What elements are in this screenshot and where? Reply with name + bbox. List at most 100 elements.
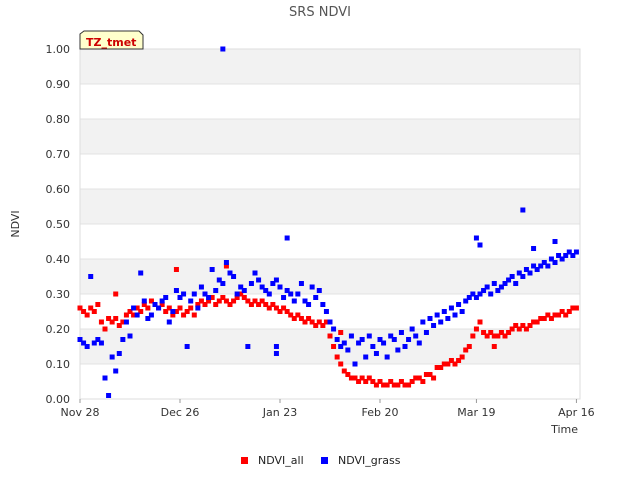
point-NDVI_all xyxy=(102,326,108,332)
point-NDVI_all xyxy=(173,267,179,272)
point-NDVI_grass xyxy=(281,295,287,300)
point-NDVI_all xyxy=(427,372,433,377)
point-NDVI_grass xyxy=(566,249,572,255)
point-NDVI_grass xyxy=(234,291,240,297)
point-NDVI_grass xyxy=(470,291,476,297)
point-NDVI_all xyxy=(231,298,237,304)
point-NDVI_all xyxy=(281,305,287,311)
point-NDVI_all xyxy=(527,323,533,328)
point-NDVI_grass xyxy=(366,333,372,339)
point-NDVI_all xyxy=(195,302,201,307)
point-NDVI_grass xyxy=(159,298,165,304)
plot-bands xyxy=(80,49,580,364)
point-NDVI_grass xyxy=(331,326,337,332)
point-NDVI_all xyxy=(498,330,504,335)
y-tick-label: 0.10 xyxy=(46,358,71,371)
point-NDVI_all xyxy=(341,368,347,374)
point-NDVI_grass xyxy=(206,295,212,300)
point-NDVI_grass xyxy=(541,260,547,265)
point-NDVI_all xyxy=(295,312,301,318)
point-NDVI_grass xyxy=(227,270,233,276)
point-NDVI_all xyxy=(206,298,212,304)
point-NDVI_grass xyxy=(302,298,308,304)
point-NDVI_all xyxy=(502,333,508,339)
point-NDVI_grass xyxy=(263,288,269,293)
point-NDVI_all xyxy=(338,361,344,367)
point-NDVI_grass xyxy=(81,340,87,346)
point-NDVI_grass xyxy=(348,333,354,339)
point-NDVI_grass xyxy=(191,291,197,297)
point-NDVI_all xyxy=(541,316,547,321)
point-NDVI_grass xyxy=(241,288,247,293)
y-tick-label: 0.40 xyxy=(46,253,71,266)
point-NDVI_all xyxy=(359,375,365,381)
series-NDVI_grass xyxy=(77,46,579,398)
point-NDVI_grass xyxy=(273,277,279,283)
point-NDVI_all xyxy=(273,305,279,311)
point-NDVI_all xyxy=(495,333,501,339)
point-NDVI_all xyxy=(127,309,133,314)
point-NDVI_all xyxy=(216,298,222,304)
point-NDVI_grass xyxy=(170,309,176,314)
point-NDVI_grass xyxy=(256,277,262,283)
point-NDVI_grass xyxy=(373,351,379,356)
legend-swatch-ndvi-grass xyxy=(321,457,328,464)
y-tick-label: 0.60 xyxy=(46,183,71,196)
point-NDVI_all xyxy=(306,316,312,321)
point-NDVI_grass xyxy=(127,333,133,339)
legend-swatch-ndvi-all xyxy=(241,457,248,464)
y-tick-label: 0.50 xyxy=(46,218,71,231)
point-NDVI_all xyxy=(545,312,551,318)
point-NDVI_grass xyxy=(545,263,551,269)
point-NDVI_all xyxy=(109,319,115,325)
point-NDVI_all xyxy=(345,372,351,377)
point-NDVI_all xyxy=(388,379,394,384)
point-NDVI_all xyxy=(309,319,315,325)
site-badge-label: TZ_tmet xyxy=(86,36,136,49)
point-NDVI_grass xyxy=(341,340,347,346)
point-NDVI_all xyxy=(377,379,383,384)
point-NDVI_grass xyxy=(563,253,569,258)
point-NDVI_grass xyxy=(216,277,222,283)
point-NDVI_all xyxy=(416,375,422,381)
point-NDVI_all xyxy=(177,305,183,311)
point-NDVI_grass xyxy=(113,368,119,374)
point-NDVI_all xyxy=(245,298,251,304)
point-NDVI_grass xyxy=(463,298,469,304)
point-NDVI_grass xyxy=(273,344,279,349)
point-NDVI_all xyxy=(459,354,465,360)
point-NDVI_all xyxy=(166,305,172,311)
point-NDVI_all xyxy=(313,323,319,328)
point-NDVI_grass xyxy=(288,291,294,297)
point-NDVI_grass xyxy=(123,319,129,325)
point-NDVI_all xyxy=(131,312,137,318)
plot-band xyxy=(80,49,580,84)
point-NDVI_grass xyxy=(309,284,315,290)
point-NDVI_grass xyxy=(209,267,215,272)
point-NDVI_all xyxy=(120,319,126,325)
point-NDVI_all xyxy=(213,302,219,307)
point-NDVI_grass xyxy=(177,295,183,300)
point-NDVI_grass xyxy=(298,281,304,286)
point-NDVI_all xyxy=(563,312,569,318)
y-tick-label: 0.20 xyxy=(46,323,71,336)
point-NDVI_grass xyxy=(198,284,204,290)
point-NDVI_grass xyxy=(538,263,544,269)
point-NDVI_grass xyxy=(484,284,490,290)
point-NDVI_all xyxy=(266,305,272,311)
point-NDVI_all xyxy=(559,309,565,314)
point-NDVI_grass xyxy=(245,344,251,349)
point-NDVI_all xyxy=(420,379,426,384)
point-NDVI_grass xyxy=(145,316,151,321)
point-NDVI_grass xyxy=(152,302,158,307)
point-NDVI_grass xyxy=(334,337,340,342)
point-NDVI_grass xyxy=(384,354,390,360)
point-NDVI_grass xyxy=(459,309,465,314)
point-NDVI_all xyxy=(516,326,522,332)
point-NDVI_grass xyxy=(120,337,126,342)
point-NDVI_grass xyxy=(134,312,140,318)
point-NDVI_grass xyxy=(423,330,429,335)
point-NDVI_grass xyxy=(231,274,237,279)
point-NDVI_grass xyxy=(323,309,329,314)
point-NDVI_all xyxy=(84,312,90,318)
